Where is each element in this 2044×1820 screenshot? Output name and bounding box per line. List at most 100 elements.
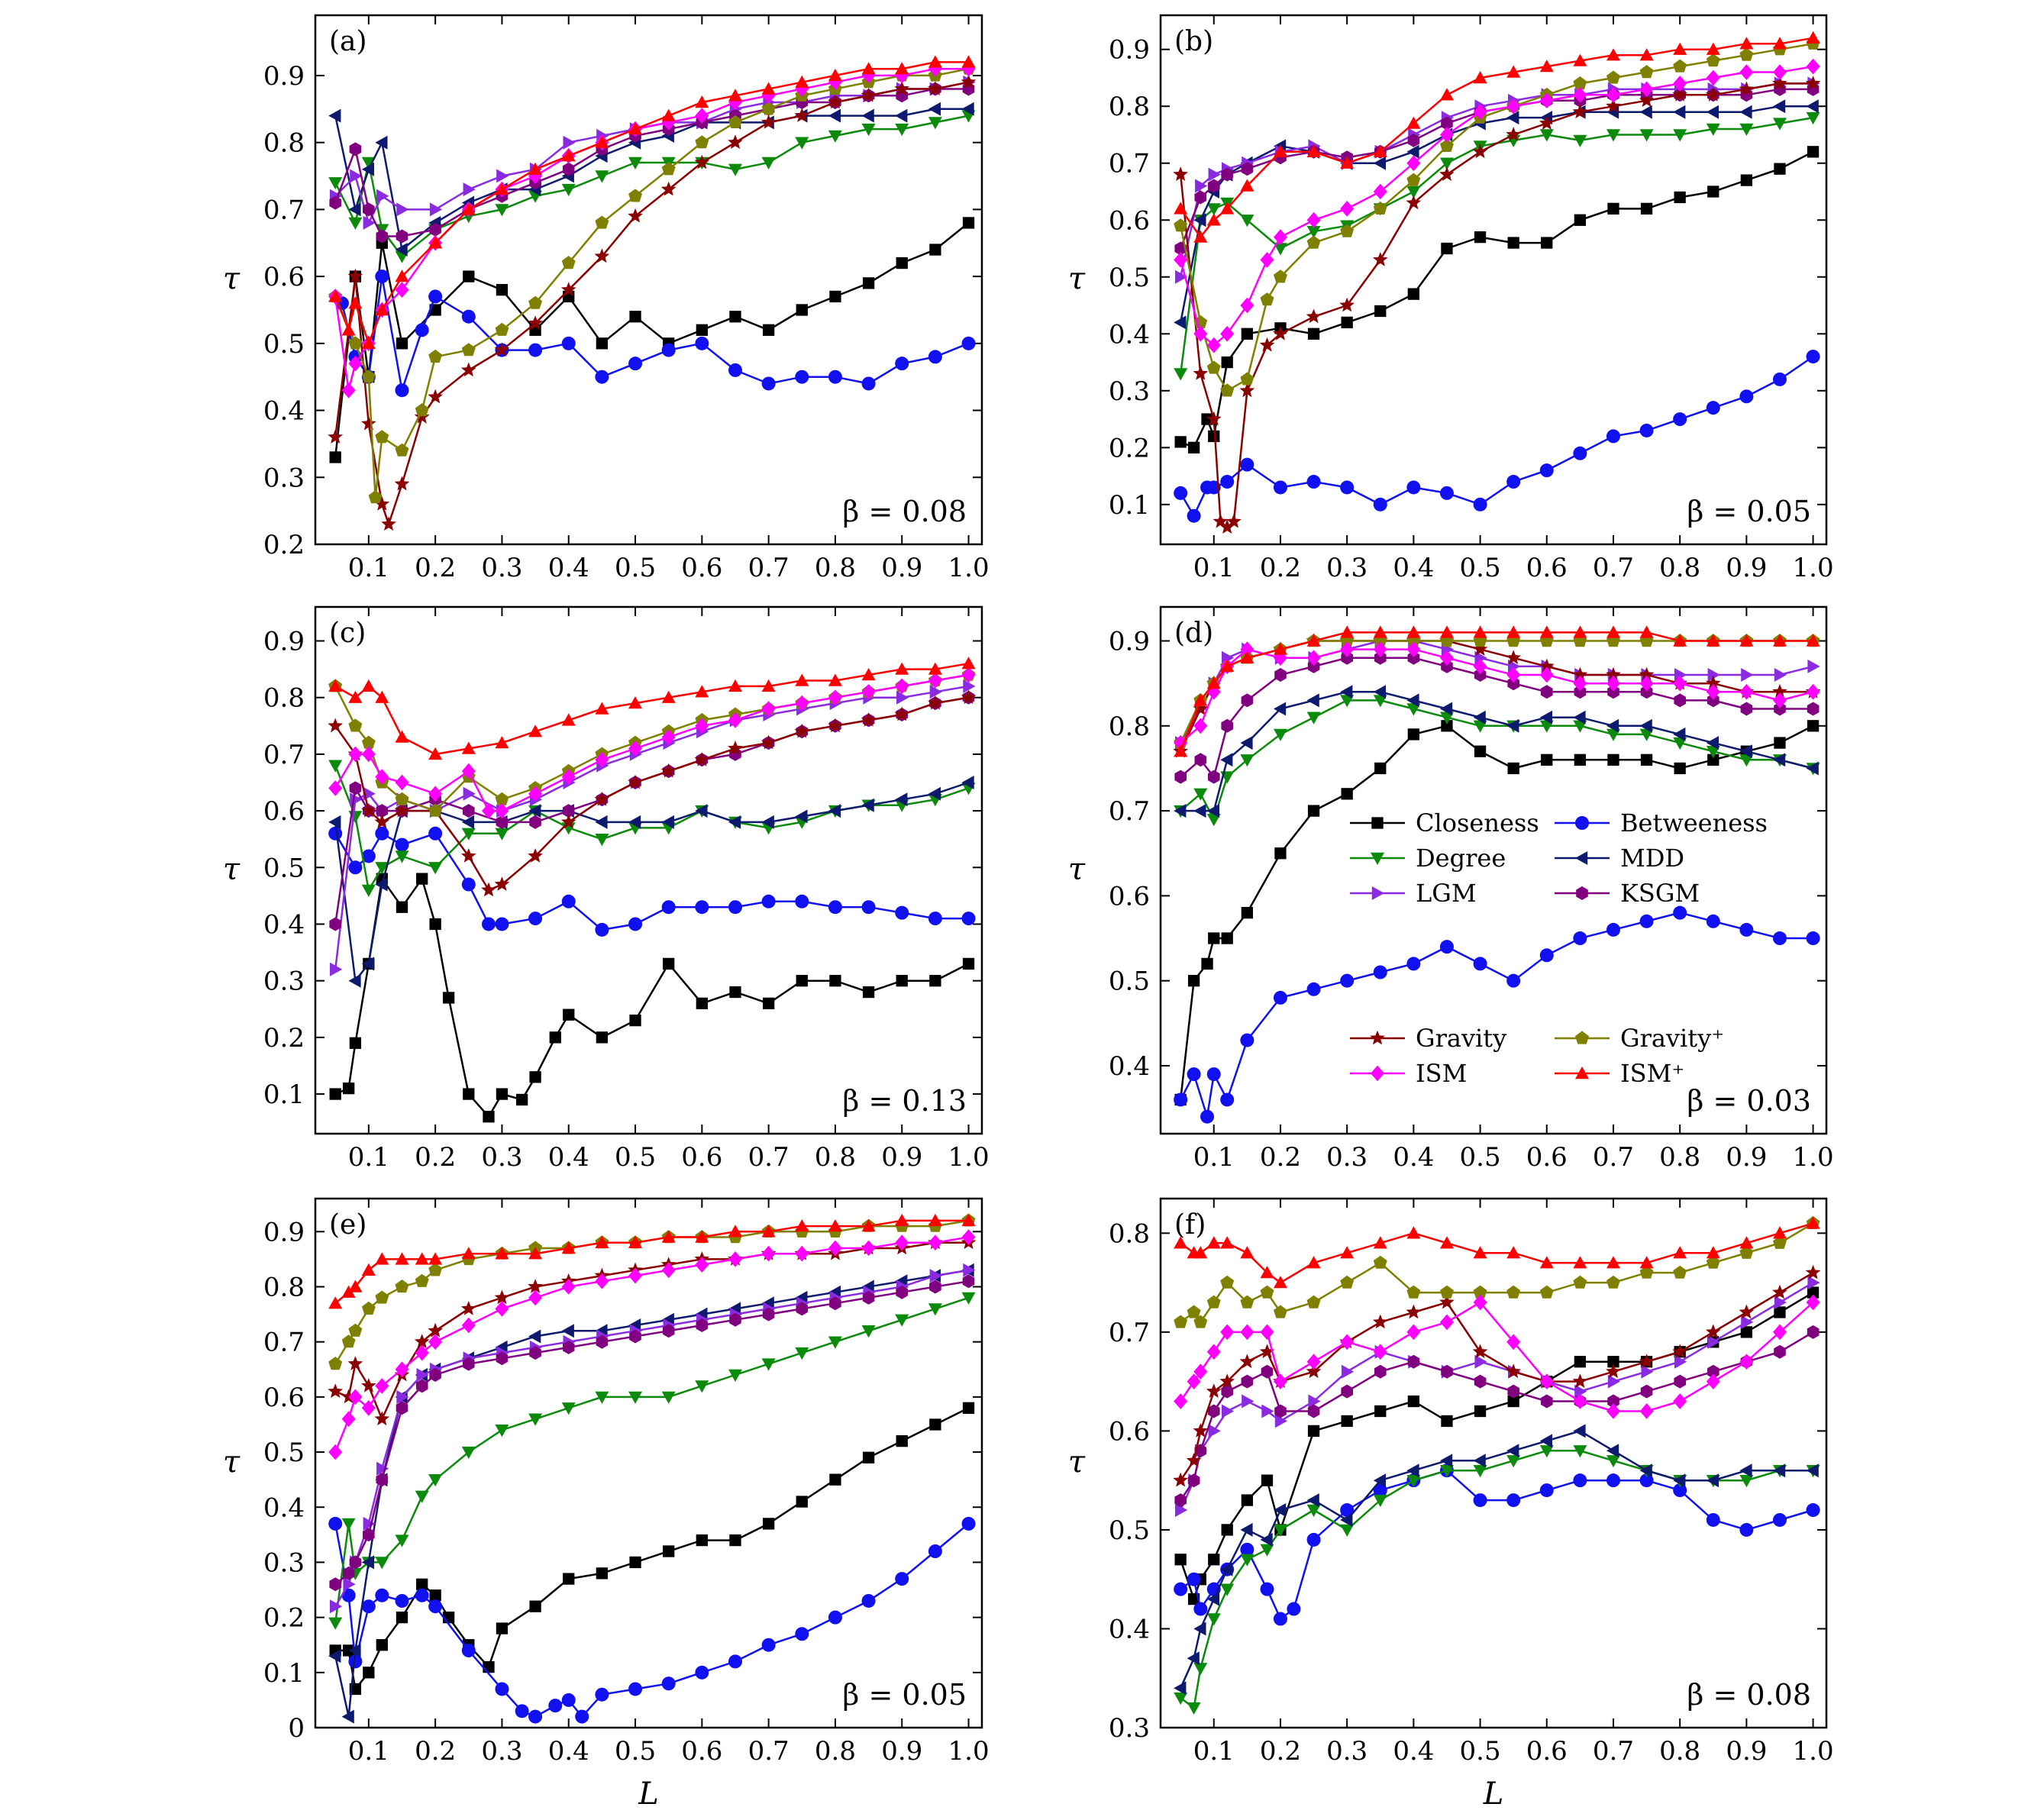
data-point-ism-plus (1806, 31, 1820, 44)
data-point-degree (595, 170, 609, 183)
data-point-ism-plus (1639, 1256, 1654, 1269)
y-tick-label: 0.9 (263, 1217, 305, 1247)
x-tick-label: 0.8 (1659, 1736, 1700, 1767)
data-point-ism-plus (828, 673, 842, 686)
data-point-gravity-plus (395, 443, 409, 457)
data-point-closeness (1208, 430, 1220, 443)
data-point-closeness (1607, 1356, 1619, 1368)
data-point-betweeness (395, 383, 409, 398)
data-point-betweeness (1220, 475, 1235, 489)
data-point-ism (1206, 337, 1221, 353)
data-point-mdd (1220, 753, 1233, 767)
legend-marker-gravity (1370, 1030, 1385, 1045)
data-point-ism (1639, 1403, 1654, 1419)
data-point-lgm (1574, 1384, 1587, 1399)
data-point-betweeness (928, 912, 942, 926)
data-point-closeness (363, 1667, 375, 1679)
data-point-betweeness (761, 1638, 776, 1652)
data-point-degree (1440, 712, 1454, 724)
x-tick-label: 0.3 (481, 1736, 522, 1767)
data-point-ksgm (1640, 685, 1653, 699)
data-point-gravity (1173, 166, 1188, 181)
data-point-betweeness (1340, 1503, 1355, 1518)
data-point-gravity (394, 802, 410, 818)
data-point-betweeness (961, 912, 976, 926)
data-point-ism (395, 282, 409, 298)
data-point-lgm (1342, 1364, 1355, 1379)
data-point-gravity (794, 108, 810, 122)
data-point-ism-plus (341, 323, 356, 336)
data-point-mdd (1539, 710, 1552, 724)
data-point-gravity (1506, 127, 1521, 141)
data-point-ism (1174, 734, 1188, 751)
x-tick-label: 0.7 (1593, 1142, 1634, 1173)
data-point-degree (1806, 111, 1820, 125)
data-point-mdd (1639, 1463, 1652, 1478)
data-point-mdd (1206, 1592, 1219, 1606)
data-point-closeness (1374, 305, 1387, 318)
data-point-ism (1306, 1354, 1321, 1370)
data-point-ism (1406, 1324, 1421, 1341)
data-point-ism (661, 1262, 676, 1279)
data-point-ksgm (1261, 1364, 1274, 1379)
data-point-ism-plus (595, 1235, 609, 1248)
data-point-ism (1773, 1324, 1787, 1341)
data-point-closeness (962, 957, 975, 970)
data-point-gravity-plus (1573, 76, 1587, 90)
data-point-lgm (350, 169, 363, 183)
data-point-ksgm (1441, 116, 1453, 131)
x-tick-label: 0.3 (481, 1142, 522, 1173)
data-point-gravity (460, 1301, 476, 1315)
y-tick-label: 0 (288, 1713, 305, 1744)
data-point-closeness (1208, 932, 1220, 944)
data-point-ism-plus (628, 1235, 642, 1248)
data-point-degree (1440, 1465, 1454, 1478)
data-point-ism-plus (795, 673, 809, 686)
beta-annotation: β = 0.05 (842, 1678, 967, 1712)
data-point-ism-plus (415, 1252, 429, 1265)
data-point-betweeness (695, 336, 709, 350)
data-point-ksgm (1208, 1404, 1220, 1418)
x-tick-label: 0.7 (748, 553, 790, 583)
data-point-closeness (496, 1088, 509, 1100)
data-point-ism (795, 695, 809, 712)
data-point-ism-plus (461, 741, 476, 754)
data-point-ism-plus (1506, 1246, 1521, 1259)
data-point-betweeness (1639, 1473, 1654, 1488)
data-point-gravity (1439, 166, 1455, 181)
data-point-ism (1473, 658, 1487, 675)
data-point-ism (1506, 666, 1521, 683)
y-axis-label: τ (1068, 852, 1086, 887)
x-tick-label: 0.5 (615, 1142, 656, 1173)
data-point-gravity (1772, 683, 1787, 699)
data-point-closeness (563, 1008, 575, 1021)
data-point-closeness (463, 1088, 475, 1100)
data-point-betweeness (1473, 957, 1487, 971)
data-point-degree (1373, 695, 1387, 708)
data-point-gravity (1213, 513, 1229, 528)
data-point-ism-plus (761, 82, 776, 95)
data-point-ism-plus (1373, 625, 1387, 638)
chart-panel-5: 0.1 0.2 0.3 0.4 0.5 0.6 0.7 0.8 0.9 1.0 0 0.1 0.2 0.3… (223, 1197, 990, 1812)
data-point-ism-plus (895, 1213, 909, 1227)
data-point-ksgm (349, 142, 362, 157)
data-point-gravity-plus (395, 1279, 409, 1293)
data-point-mdd (695, 804, 708, 818)
data-point-ksgm (1574, 685, 1587, 699)
data-point-gravity (961, 74, 977, 89)
data-point-ksgm (1274, 668, 1287, 682)
data-point-lgm (1741, 668, 1754, 682)
panel-label: (d) (1174, 618, 1213, 649)
data-point-degree (1240, 1554, 1254, 1567)
data-point-mdd (561, 1324, 574, 1338)
y-tick-label: 0.6 (1109, 1416, 1150, 1447)
data-point-betweeness (1206, 1067, 1221, 1082)
y-tick-label: 0.6 (263, 796, 305, 827)
data-point-ism-plus (1406, 116, 1421, 129)
data-point-ism-plus (1739, 634, 1754, 647)
data-point-gravity (694, 752, 710, 766)
data-point-closeness (1307, 328, 1320, 340)
data-point-gravity (494, 876, 510, 891)
data-point-closeness (429, 1589, 441, 1602)
data-point-degree (628, 1391, 642, 1404)
